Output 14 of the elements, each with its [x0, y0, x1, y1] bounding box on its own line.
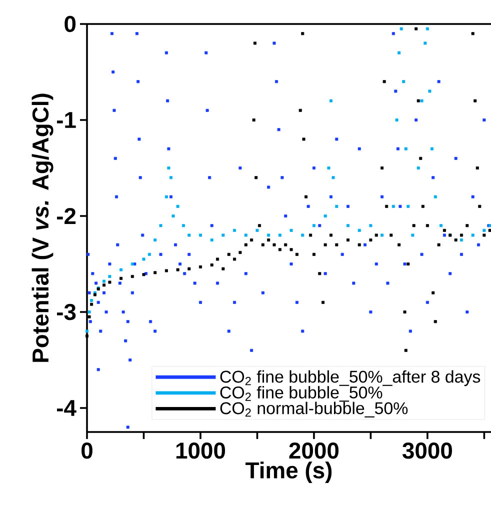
legend-label: CO$_{2}$ normal-bubble_50%	[220, 402, 408, 418]
y-tick-label: -2	[56, 208, 76, 224]
y-tick-label: -1	[56, 112, 76, 128]
y-tick-label: -3	[56, 304, 76, 320]
legend-label: CO$_{2}$ fine bubble_50%	[220, 386, 382, 402]
x-tick-label: 0	[82, 442, 92, 459]
legend-label: CO$_{2}$ fine bubble_50%_after 8 days	[220, 370, 480, 386]
x-tick-label: 1000	[176, 442, 226, 459]
y-tick-label: 0	[64, 16, 76, 32]
x-tick-label: 2000	[289, 442, 339, 459]
x-axis-title: Time (s)	[246, 462, 332, 483]
y-axis-title: Potential (V vs. Ag/AgCl)	[32, 94, 54, 362]
y-tick-label: -4	[56, 400, 76, 416]
x-tick-label: 3000	[402, 442, 452, 459]
